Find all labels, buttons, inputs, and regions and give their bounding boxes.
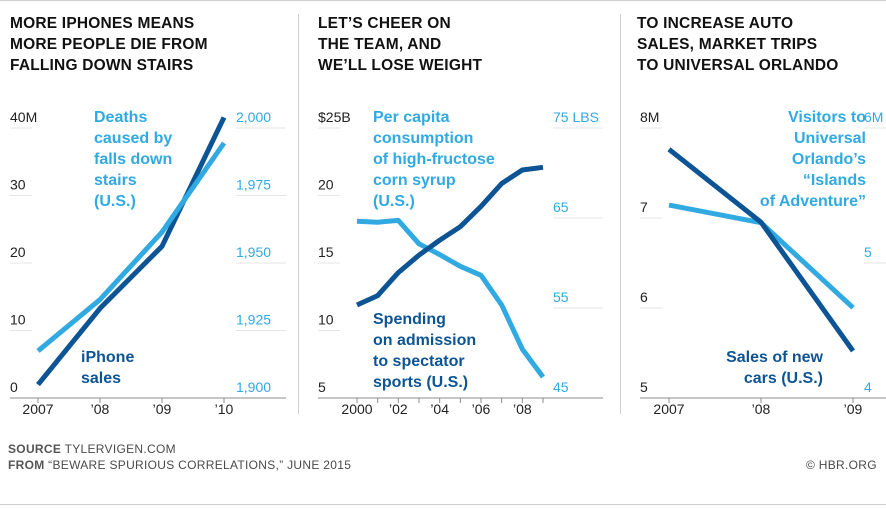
left-axis-tick-label: 10 — [318, 312, 334, 328]
x-axis-tick-label: ’04 — [430, 401, 449, 417]
chart3-title: TO INCREASE AUTO SALES, MARKET TRIPS TO … — [637, 15, 839, 74]
panel-divider-1 — [298, 14, 299, 414]
left-axis-tick-label: 7 — [640, 199, 648, 215]
left-axis-tick-label: 6 — [640, 289, 648, 305]
x-axis-tick-label: ’08 — [91, 401, 110, 417]
panel-divider-2 — [620, 14, 621, 414]
left-axis-tick-label: 20 — [318, 177, 334, 193]
series-line-dark — [36, 116, 227, 387]
series-line-dark — [667, 147, 856, 353]
right-axis-tick-label: 1,900 — [236, 379, 271, 395]
series-label: iPhone sales — [81, 349, 134, 387]
x-axis-tick-label: 2007 — [653, 401, 684, 417]
x-axis-tick-label: ’09 — [153, 401, 172, 417]
x-axis-tick-label: 2000 — [341, 401, 372, 417]
left-axis-tick-label: 15 — [318, 244, 334, 260]
series-label: Deaths caused by falls down stairs (U.S.) — [94, 109, 172, 210]
left-axis-tick-label: 5 — [640, 379, 648, 395]
series-line-light — [356, 217, 546, 379]
bottom-rule — [0, 504, 886, 505]
top-rule — [0, 0, 886, 1]
right-axis-tick-label: 75 LBS — [553, 109, 599, 125]
right-axis-tick-label: 4 — [864, 379, 872, 395]
right-axis-tick-label: 1,975 — [236, 177, 271, 193]
left-axis-tick-label: $25B — [318, 109, 351, 125]
from-value: “BEWARE SPURIOUS CORRELATIONS,” JUNE 201… — [48, 458, 352, 472]
series-label: Per capita consumption of high-fructose cor… — [373, 109, 495, 210]
series-label: Sales of new cars (U.S.) — [726, 349, 823, 387]
source-value: TYLERVIGEN.COM — [64, 442, 176, 456]
from-label: FROM — [8, 458, 45, 472]
left-axis-tick-label: 0 — [10, 379, 18, 395]
x-axis-tick-label: ’02 — [389, 401, 408, 417]
right-axis-tick-label: 5 — [864, 244, 872, 260]
chart-sports-vs-corn-syrup: $25B 20 15 10 5 75 LBS 65 55 45 2000 ’02 ’04 ’06 ’08 P… — [318, 109, 603, 417]
series-label: Visitors to Universal Orlando’s “Islands of … — [760, 109, 866, 210]
left-axis-tick-label: 20 — [10, 244, 26, 260]
source-label: SOURCE — [8, 442, 62, 456]
from-line: FROM “BEWARE SPURIOUS CORRELATIONS,” JUN… — [8, 458, 351, 472]
right-axis-tick-label: 45 — [553, 379, 569, 395]
right-axis-tick-label: 55 — [553, 289, 569, 305]
x-axis-tick-label: ’06 — [472, 401, 491, 417]
right-axis-tick-label: 1,950 — [236, 244, 271, 260]
left-axis-tick-label: 5 — [318, 379, 326, 395]
right-axis-tick-label: 2,000 — [236, 109, 271, 125]
left-axis-tick-label: 40M — [10, 109, 37, 125]
chart-universal-vs-car-sales: 8M 7 6 5 6M 5 4 2007 ’08 ’09 Visitors to Universal O… — [640, 109, 886, 417]
right-axis-tick-label: 6M — [864, 109, 883, 125]
chart-iphones-vs-stair-deaths: 40M 30 20 10 0 2,000 1,975 1,950 1,925 1,900 2007 ’… — [10, 109, 286, 417]
x-axis-tick-label: 2007 — [22, 401, 53, 417]
series-line-light — [36, 141, 227, 353]
right-axis-tick-label: 65 — [553, 199, 569, 215]
x-axis-tick-label: ’09 — [844, 401, 863, 417]
left-axis-tick-label: 30 — [10, 177, 26, 193]
series-label: Spending on admission to spectator sports (… — [373, 311, 476, 391]
series-line-dark — [355, 164, 544, 308]
x-axis-tick-label: ’10 — [215, 401, 234, 417]
left-axis-tick-label: 8M — [640, 109, 659, 125]
chart2-title: LET’S CHEER ON THE TEAM, AND WE’LL LOSE … — [318, 15, 483, 74]
x-axis-tick-label: ’08 — [513, 401, 532, 417]
left-axis-tick-label: 10 — [10, 312, 26, 328]
chart1-title: MORE IPHONES MEANS MORE PEOPLE DIE FROM … — [10, 15, 208, 74]
x-axis-tick-label: ’08 — [752, 401, 771, 417]
source-line: SOURCE TYLERVIGEN.COM — [8, 442, 176, 456]
right-axis-tick-label: 1,925 — [236, 312, 271, 328]
copyright: © HBR.ORG — [806, 458, 877, 472]
